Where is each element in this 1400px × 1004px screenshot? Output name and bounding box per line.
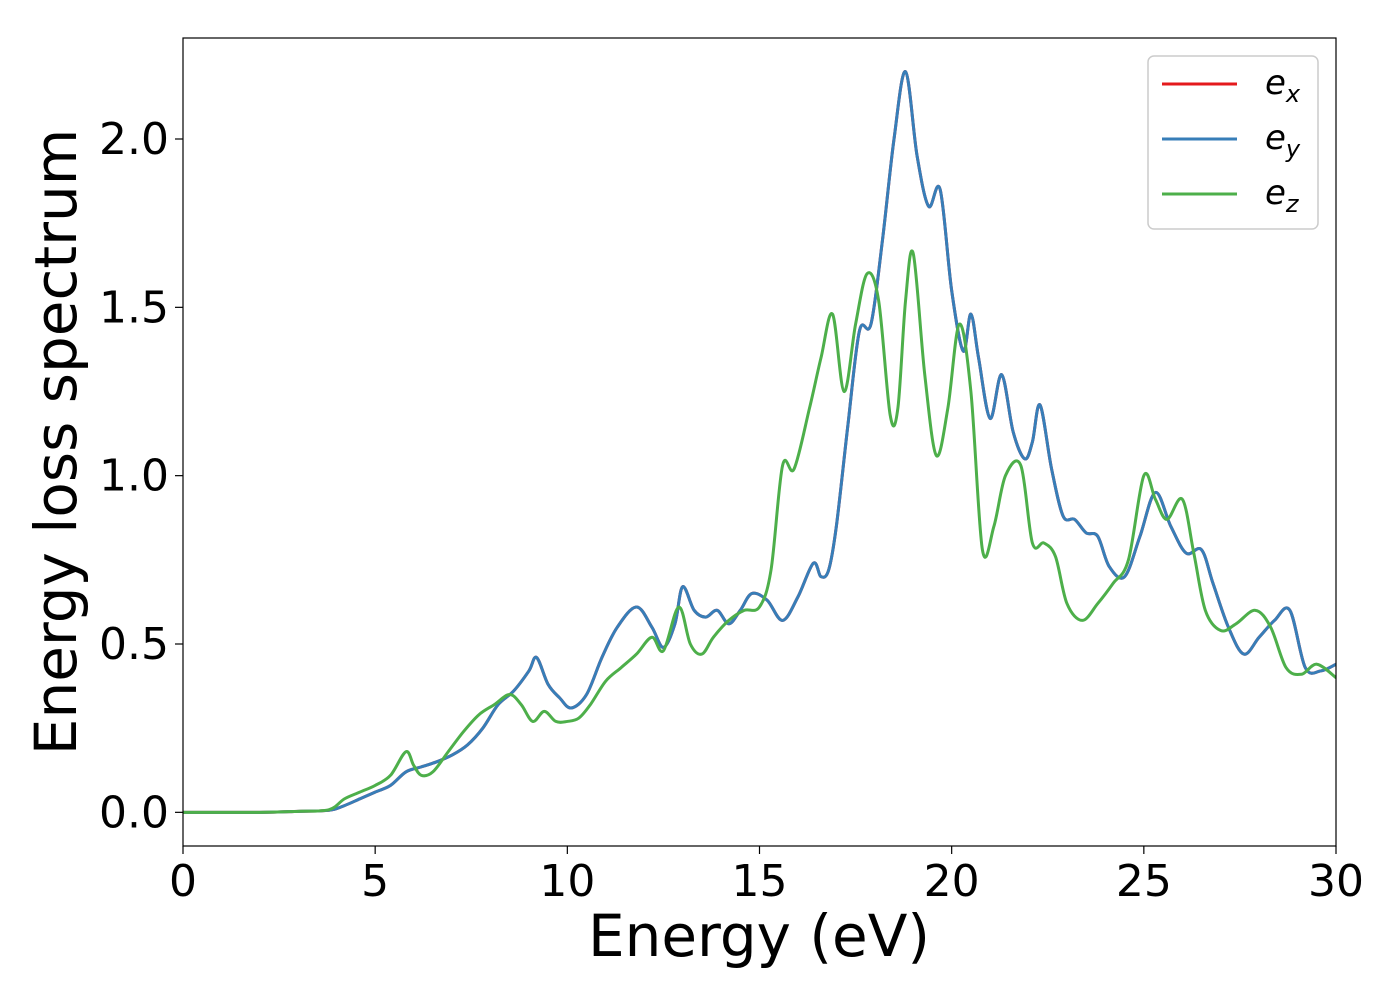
legend-label-main: e bbox=[1265, 118, 1286, 158]
x-axis-title: Energy (eV) bbox=[588, 902, 930, 970]
legend-label: ex bbox=[1265, 63, 1301, 108]
legend-label-main: e bbox=[1265, 63, 1286, 103]
legend-label: ey bbox=[1265, 118, 1301, 163]
legend-label-sub: z bbox=[1285, 190, 1300, 218]
y-tick-label: 2.0 bbox=[99, 114, 169, 165]
x-tick-label: 5 bbox=[361, 856, 389, 907]
y-axis-title: Energy loss spectrum bbox=[22, 129, 90, 755]
x-tick-label: 15 bbox=[732, 856, 788, 907]
legend-label: ez bbox=[1265, 173, 1300, 218]
legend-item-e-x: ex bbox=[1162, 63, 1301, 108]
x-tick-label: 0 bbox=[169, 856, 197, 907]
y-tick-label: 0.0 bbox=[99, 787, 169, 838]
legend-label-main: e bbox=[1265, 173, 1286, 213]
y-tick-label: 1.5 bbox=[99, 282, 169, 333]
y-tick-label: 0.5 bbox=[99, 619, 169, 670]
x-tick-label: 20 bbox=[924, 856, 980, 907]
legend-item-e-y: ey bbox=[1162, 118, 1301, 163]
legend-label-sub: y bbox=[1285, 135, 1301, 163]
series-layer bbox=[183, 70, 1336, 814]
y-tick-label: 1.0 bbox=[99, 451, 169, 502]
x-axis: 0 5 10 15 20 25 30 bbox=[169, 846, 1364, 907]
series-line-e-z bbox=[183, 249, 1336, 814]
y-axis: 0.0 0.5 1.0 1.5 2.0 bbox=[99, 114, 183, 838]
legend-item-e-z: ez bbox=[1162, 173, 1300, 218]
x-tick-label: 25 bbox=[1116, 856, 1172, 907]
legend-label-sub: x bbox=[1285, 80, 1301, 108]
x-tick-label: 10 bbox=[539, 856, 595, 907]
x-tick-label: 30 bbox=[1308, 856, 1364, 907]
legend-frame bbox=[1147, 55, 1319, 230]
series-line-e-y bbox=[183, 70, 1336, 814]
